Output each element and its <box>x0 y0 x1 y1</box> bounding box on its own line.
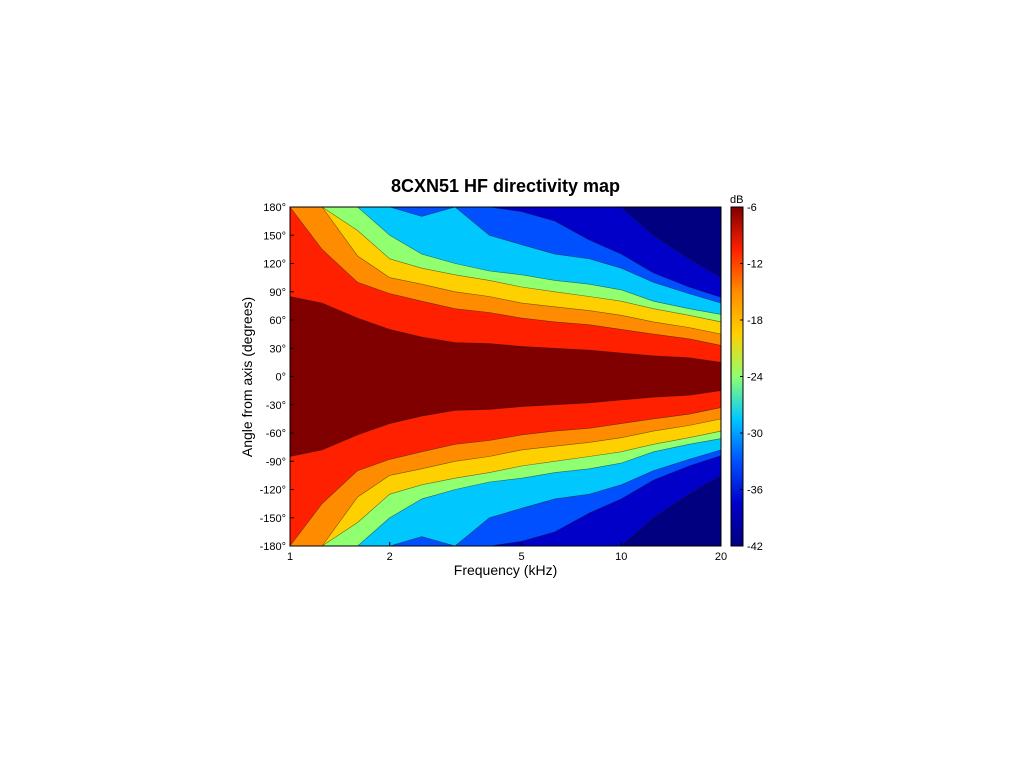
colorbar-tick-label: -12 <box>747 259 763 271</box>
colorbar-tick-label: -36 <box>747 485 763 497</box>
x-axis-label: Frequency (kHz) <box>453 562 558 578</box>
y-tick-label: 120° <box>263 259 286 271</box>
y-tick-label: -180° <box>260 541 286 553</box>
y-tick-label: -60° <box>266 428 286 440</box>
y-tick-label: -120° <box>260 485 286 497</box>
y-tick-label: -90° <box>266 456 286 468</box>
colorbar-unit-label: dB <box>730 194 744 206</box>
y-tick-label: 150° <box>263 230 286 242</box>
colorbar-tick-label: -18 <box>747 315 763 327</box>
y-tick-label: 0° <box>275 372 286 384</box>
x-tick-label: 1 <box>287 551 293 563</box>
y-tick-label: -150° <box>260 513 286 525</box>
y-tick-label: 30° <box>269 343 286 355</box>
x-tick-label: 2 <box>387 551 393 563</box>
x-tick-label: 5 <box>518 551 524 563</box>
chart-title: 8CXN51 HF directivity map <box>390 176 621 196</box>
y-tick-label: 60° <box>269 315 286 327</box>
x-tick-label: 20 <box>715 551 727 563</box>
colorbar-tick-label: -30 <box>747 428 763 440</box>
colorbar-tick-label: -6 <box>747 202 757 214</box>
y-tick-label: 90° <box>269 287 286 299</box>
y-tick-label: -30° <box>266 400 286 412</box>
x-tick-label: 10 <box>615 551 627 563</box>
colorbar-tick-label: -42 <box>747 541 763 553</box>
colorbar-tick-label: -24 <box>747 372 763 384</box>
y-tick-label: 180° <box>263 202 286 214</box>
